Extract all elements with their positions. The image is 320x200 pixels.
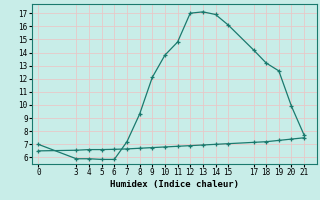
X-axis label: Humidex (Indice chaleur): Humidex (Indice chaleur) <box>110 180 239 189</box>
